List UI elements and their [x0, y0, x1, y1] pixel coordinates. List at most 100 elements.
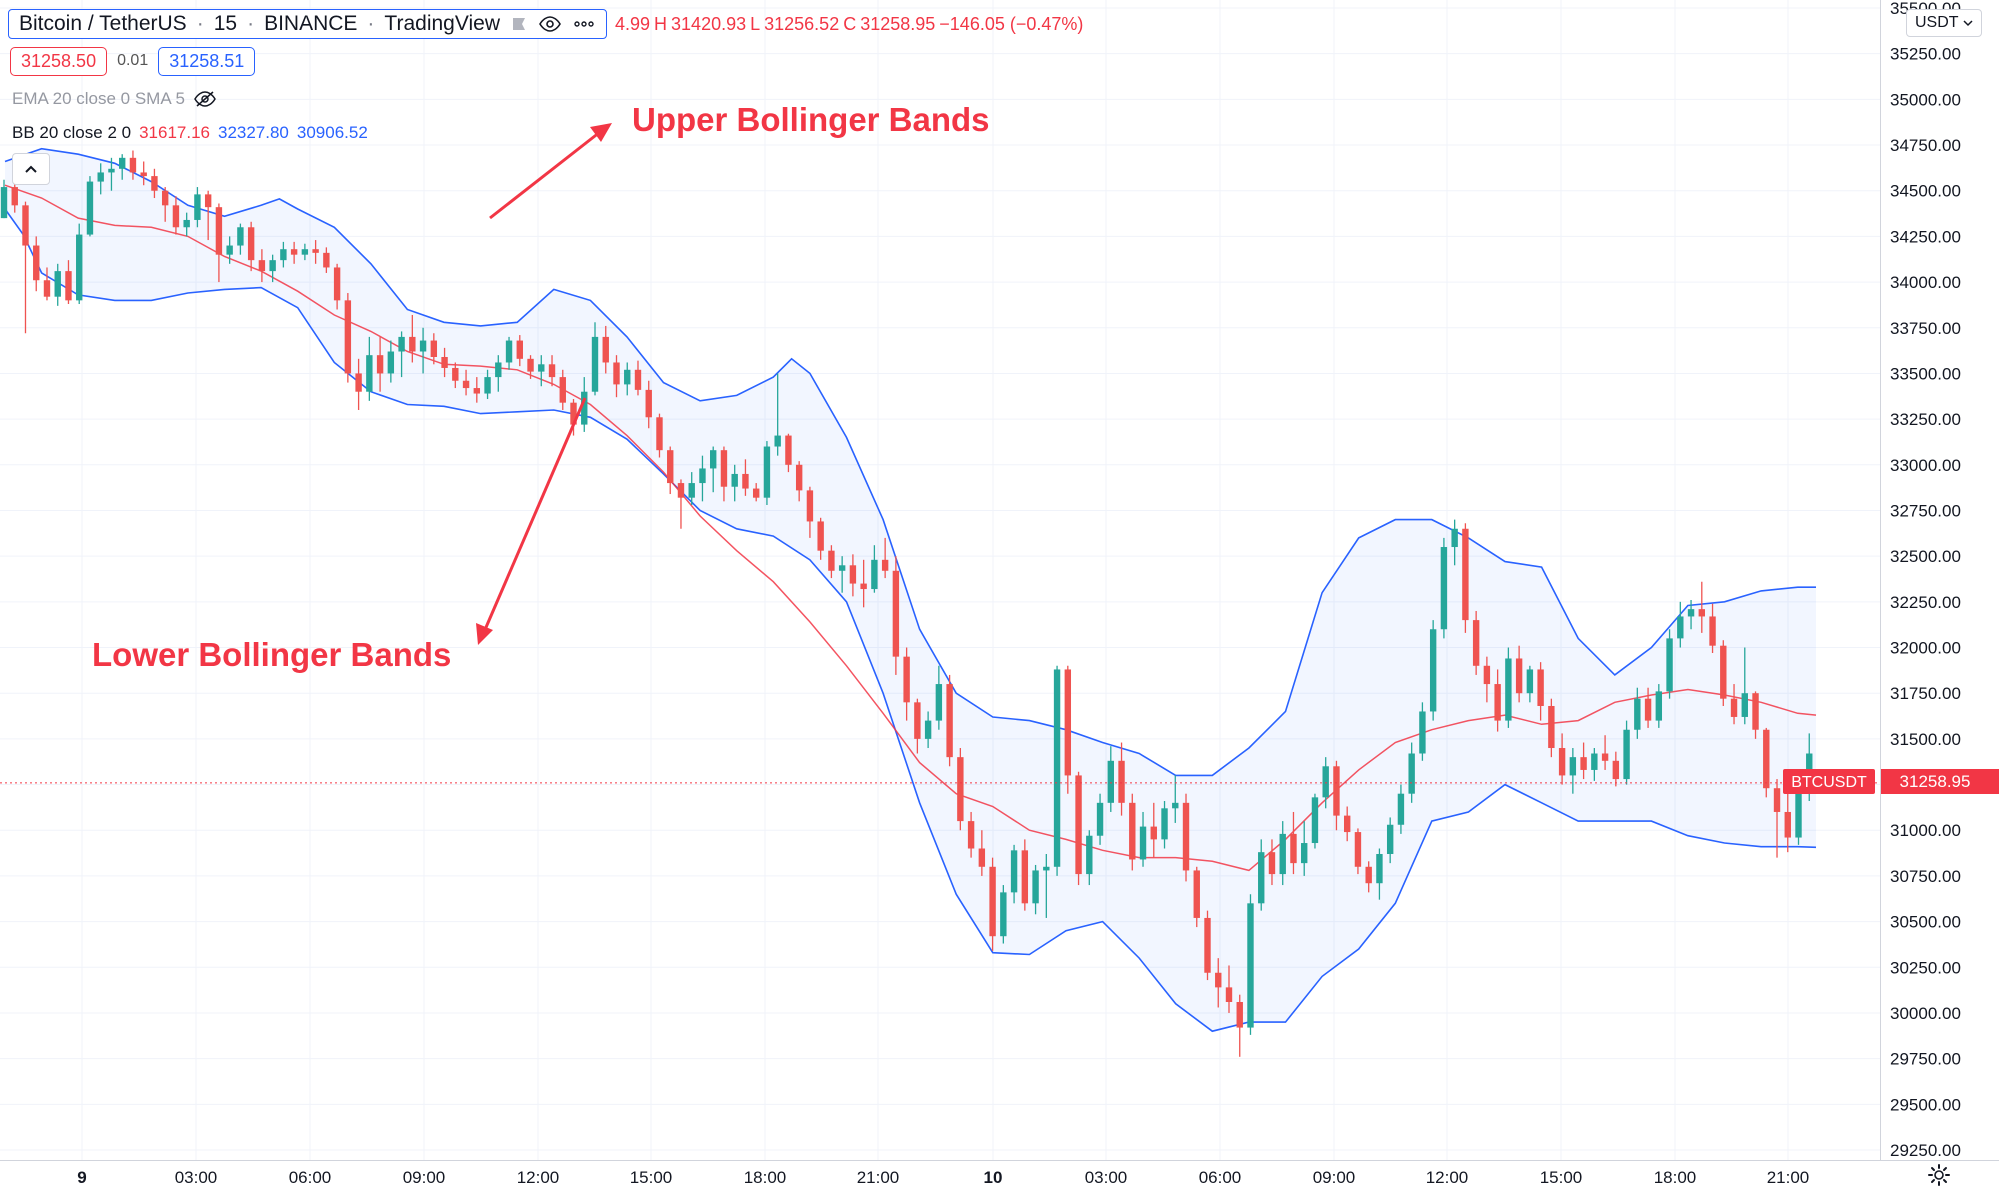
candle-body: [1301, 843, 1308, 864]
price-tick-label: 29750.00: [1890, 1050, 1961, 1069]
candle-body: [817, 521, 824, 551]
candle: [226, 236, 233, 264]
candle-body: [344, 300, 352, 374]
candle: [602, 325, 609, 374]
price-axis[interactable]: 35500.0035250.0035000.0034750.0034500.00…: [1890, 0, 1961, 1160]
candle-body: [1204, 917, 1211, 973]
eye-icon[interactable]: [538, 15, 562, 33]
candle: [355, 358, 362, 410]
bb-basis-value: 31617.16: [139, 123, 210, 142]
candle: [860, 559, 867, 608]
candle-body: [312, 249, 319, 253]
chart-settings-button[interactable]: [1926, 1162, 1952, 1193]
candle-body: [1741, 693, 1748, 717]
candle-body: [1773, 788, 1781, 812]
candle-body: [613, 362, 620, 385]
candle-body: [1365, 866, 1372, 884]
price-tick-label: 30000.00: [1890, 1004, 1961, 1023]
candle-body: [1118, 760, 1125, 803]
candle-body: [774, 435, 781, 447]
bollinger-lower-band: [4, 208, 1817, 1033]
candle: [473, 377, 481, 403]
candle: [1730, 684, 1738, 725]
candle-body: [935, 684, 943, 721]
lower-band-arrow: [482, 397, 587, 633]
candle: [1494, 669, 1501, 732]
candle-body: [172, 205, 180, 228]
candle-body: [97, 172, 104, 182]
candle: [634, 360, 642, 396]
candle-body: [1763, 729, 1770, 789]
upper-band-arrow: [489, 130, 601, 220]
candle: [1010, 844, 1018, 904]
candle: [1537, 662, 1544, 721]
candle: [1634, 687, 1641, 739]
buy-price-button[interactable]: 31258.51: [158, 46, 256, 76]
time-tick-label: 09:00: [403, 1168, 446, 1187]
candle-body: [409, 336, 416, 352]
candle-body: [1429, 629, 1437, 712]
candle: [0, 179, 8, 219]
candle-body: [301, 249, 309, 255]
candle-body: [1655, 691, 1663, 721]
gear-icon: [1928, 1164, 1950, 1186]
candle: [548, 355, 556, 387]
grid-lines: [0, 0, 1880, 1160]
candle: [323, 247, 330, 273]
candle: [1440, 537, 1448, 639]
candle: [462, 369, 470, 396]
ema-indicator-legend[interactable]: EMA 20 close 0 SMA 5: [12, 89, 217, 109]
candle: [1236, 994, 1243, 1057]
low-value: 31256.52: [764, 13, 840, 34]
candle: [280, 241, 287, 268]
candle-body: [108, 168, 115, 173]
candle-body: [86, 181, 94, 235]
symbol-name[interactable]: Bitcoin / TetherUS: [19, 12, 187, 35]
candle-body: [1623, 729, 1630, 780]
time-tick-label: 12:00: [517, 1168, 560, 1187]
current-price-tag: [1881, 769, 1999, 794]
candle: [1301, 821, 1308, 876]
candle-body: [1580, 757, 1587, 770]
candle: [1333, 760, 1340, 831]
candle-body: [1247, 903, 1254, 1028]
time-tick-label: 18:00: [1654, 1168, 1697, 1187]
chart-header: Bitcoin / TetherUS · 15 · BINANCE · Trad…: [8, 8, 1083, 40]
candle-body: [1784, 811, 1791, 838]
candle-body: [1634, 698, 1641, 730]
candle: [108, 157, 115, 191]
candle-body: [1494, 684, 1501, 721]
interval-label[interactable]: 15: [213, 12, 238, 35]
candle-body: [838, 565, 846, 571]
candle: [538, 355, 545, 387]
candle-body: [1086, 835, 1093, 875]
candle-body: [699, 468, 706, 484]
candle: [1558, 733, 1566, 785]
flag-icon[interactable]: [510, 15, 528, 33]
candle: [97, 163, 104, 195]
symbol-box[interactable]: Bitcoin / TetherUS · 15 · BINANCE · Trad…: [8, 9, 607, 39]
bb-indicator-legend[interactable]: BB 20 close 2 0 31617.16 32327.80 30906.…: [12, 123, 368, 143]
candle-body: [516, 340, 523, 359]
candle-body: [1139, 826, 1147, 860]
candle: [1515, 645, 1523, 703]
time-tick-label: 21:00: [857, 1168, 900, 1187]
candle-body: [806, 490, 814, 522]
currency-unit-selector[interactable]: USDT: [1906, 9, 1982, 37]
sell-price-button[interactable]: 31258.50: [10, 46, 108, 76]
candle-body: [0, 187, 8, 219]
time-tick-label: 9: [77, 1168, 86, 1187]
collapse-legend-button[interactable]: [12, 153, 50, 185]
candle-body: [957, 757, 964, 822]
candle-body: [226, 245, 233, 255]
candle-body: [1172, 802, 1179, 809]
candle: [1698, 581, 1705, 633]
candle-body: [914, 702, 921, 739]
more-options-icon[interactable]: [572, 15, 596, 33]
eye-hidden-icon[interactable]: [193, 90, 217, 108]
candle: [1666, 629, 1673, 699]
time-axis[interactable]: 9 03:00 06:00 09:00 12:00 15:00 18:00 21:00 10 03…: [77, 1168, 1809, 1187]
candle: [742, 459, 749, 496]
candle: [774, 373, 781, 456]
